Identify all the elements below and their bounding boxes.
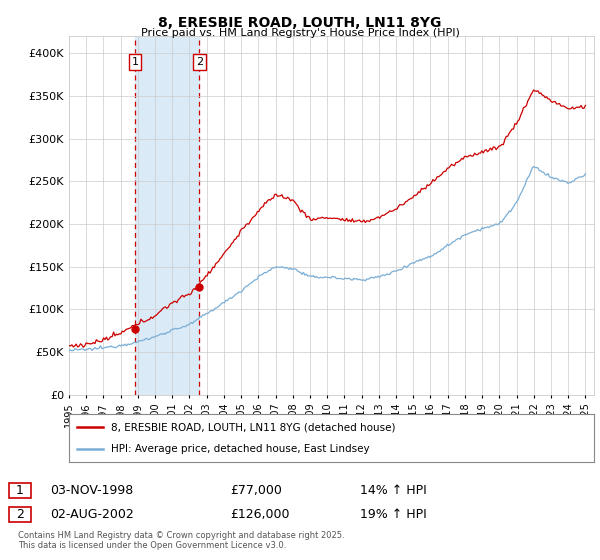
Text: 8, ERESBIE ROAD, LOUTH, LN11 8YG: 8, ERESBIE ROAD, LOUTH, LN11 8YG bbox=[158, 16, 442, 30]
Text: Price paid vs. HM Land Registry's House Price Index (HPI): Price paid vs. HM Land Registry's House … bbox=[140, 28, 460, 38]
FancyBboxPatch shape bbox=[9, 507, 31, 522]
Text: Contains HM Land Registry data © Crown copyright and database right 2025.
This d: Contains HM Land Registry data © Crown c… bbox=[18, 531, 344, 550]
Text: 14% ↑ HPI: 14% ↑ HPI bbox=[360, 484, 427, 497]
Text: 2: 2 bbox=[16, 508, 24, 521]
Text: 19% ↑ HPI: 19% ↑ HPI bbox=[360, 508, 427, 521]
Text: 2: 2 bbox=[196, 57, 203, 67]
FancyBboxPatch shape bbox=[9, 483, 31, 498]
Text: 1: 1 bbox=[131, 57, 139, 67]
Text: 02-AUG-2002: 02-AUG-2002 bbox=[50, 508, 134, 521]
Text: £77,000: £77,000 bbox=[230, 484, 282, 497]
Text: HPI: Average price, detached house, East Lindsey: HPI: Average price, detached house, East… bbox=[111, 444, 370, 454]
Text: 1: 1 bbox=[16, 484, 24, 497]
Text: 03-NOV-1998: 03-NOV-1998 bbox=[50, 484, 133, 497]
Text: £126,000: £126,000 bbox=[230, 508, 290, 521]
Bar bbox=[135, 36, 199, 395]
Text: 8, ERESBIE ROAD, LOUTH, LN11 8YG (detached house): 8, ERESBIE ROAD, LOUTH, LN11 8YG (detach… bbox=[111, 422, 395, 432]
